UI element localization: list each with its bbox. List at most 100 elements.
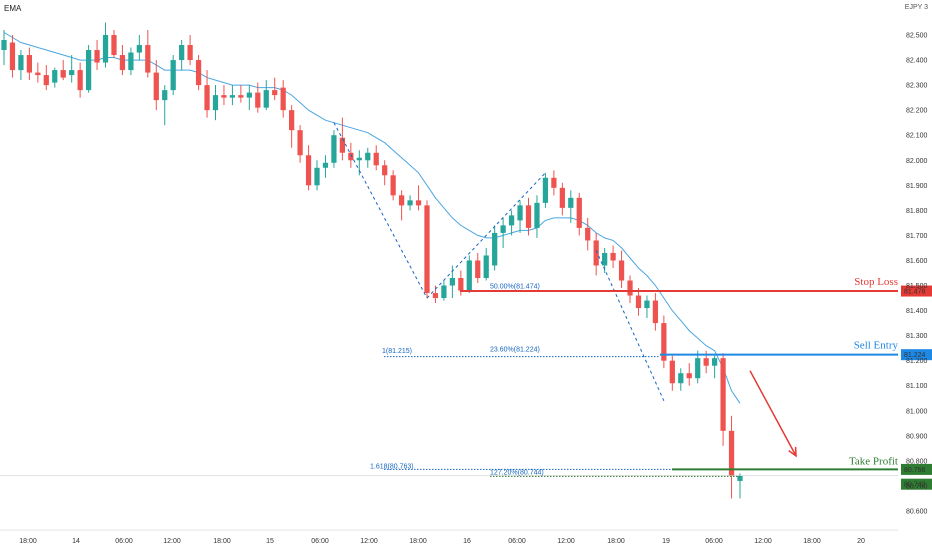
candle-body [585,227,591,241]
bullish-candle [170,55,176,96]
bullish-candle [212,85,219,121]
y-tick-label: 81.100 [906,383,928,390]
candle-body [119,55,126,71]
candle-body [289,110,295,131]
candle-body [593,240,599,266]
candle-body [652,300,659,324]
bearish-candle [373,145,379,171]
candle-body [85,50,92,91]
bearish-candle [111,29,117,58]
x-tick-label: 12:00 [754,538,772,545]
bearish-candle [661,315,667,369]
bearish-candle [525,197,532,236]
bearish-candle [119,45,126,76]
candle-body [305,155,312,186]
candle-body [542,177,549,203]
candle-body [695,358,701,379]
candle-body [551,177,557,188]
bearish-candle [195,55,202,91]
bullish-candle [246,85,252,111]
bearish-candle [424,200,430,299]
candle-body [52,70,58,83]
bullish-candle [18,50,24,81]
bullish-candle [1,29,7,66]
bullish-candle [229,85,236,106]
candle-body [255,92,261,108]
candle-body [525,205,532,228]
bearish-candle [559,182,565,216]
y-tick-label: 82.500 [906,33,928,40]
candle-body [483,255,489,279]
bearish-candle [585,217,591,251]
bullish-candle [441,280,447,301]
candle-body [111,35,117,56]
candle-body [195,60,202,86]
candle-body [170,60,176,91]
y-tick-label: 81.400 [906,308,928,315]
bearish-candle [382,160,388,186]
candle-body [280,87,286,111]
y-tick-label: 81.900 [906,183,928,190]
arrow-head [788,446,797,458]
bearish-candle [551,170,557,196]
bearish-candle [627,275,633,304]
stop-loss-label: Stop Loss [854,276,898,288]
candle-body [153,72,159,101]
candle-body [475,260,481,279]
y-tick-label: 81.500 [906,283,928,290]
y-tick-label: 82.200 [906,108,928,115]
candle-body [415,200,422,206]
bearish-candle [576,192,582,236]
candle-body [212,95,219,111]
candle-body [534,202,540,228]
x-tick-label: 06:00 [508,538,526,545]
x-tick-label: 15 [266,538,274,545]
x-tick-label: 12:00 [360,538,378,545]
candle-body [43,75,49,86]
candle-body [711,358,718,366]
bearish-candle [280,80,286,118]
bullish-candle [128,47,134,76]
x-tick-label: 16 [463,538,471,545]
candle-body [348,152,354,161]
candle-body [356,157,362,161]
fib-50-label: 50.00%(81.474) [490,284,540,291]
x-tick-label: 18:00 [213,538,231,545]
bullish-candle [568,190,574,223]
bullish-candle [407,195,413,211]
candle-body [610,252,616,261]
x-tick-label: 18:00 [19,538,37,545]
bullish-candle [737,473,743,499]
bearish-candle [204,70,210,118]
bearish-candle [255,82,261,113]
take-profit-price-tag-text: 80.766 [904,467,926,474]
y-tick-label: 81.000 [906,408,928,415]
bullish-candle [179,40,185,71]
fib-swing-line [426,172,546,299]
x-tick-label: 12:00 [557,538,575,545]
bullish-candle [695,350,701,384]
sell-entry-price-tag-text: 81.224 [904,352,926,359]
candle-body [492,232,498,266]
candle-body [466,260,472,291]
candle-body [272,90,278,96]
candle-body [635,295,642,309]
candle-body [458,278,464,291]
indicator-label: EMA [4,4,22,13]
bullish-candle [365,147,371,168]
bearish-candle [728,415,735,499]
current-price-tag-text: 80.742 [904,482,926,489]
candle-body [136,45,142,53]
bullish-candle [162,85,168,126]
bearish-candle [305,145,312,191]
bearish-candle [272,77,278,101]
candle-body [720,358,726,431]
candle-body [661,323,667,361]
bullish-candle [483,247,489,281]
candle-body [365,152,371,161]
ema-line [3,32,741,404]
bullish-candle [136,35,142,61]
bearish-candle [610,245,616,268]
bearish-candle [415,185,422,211]
